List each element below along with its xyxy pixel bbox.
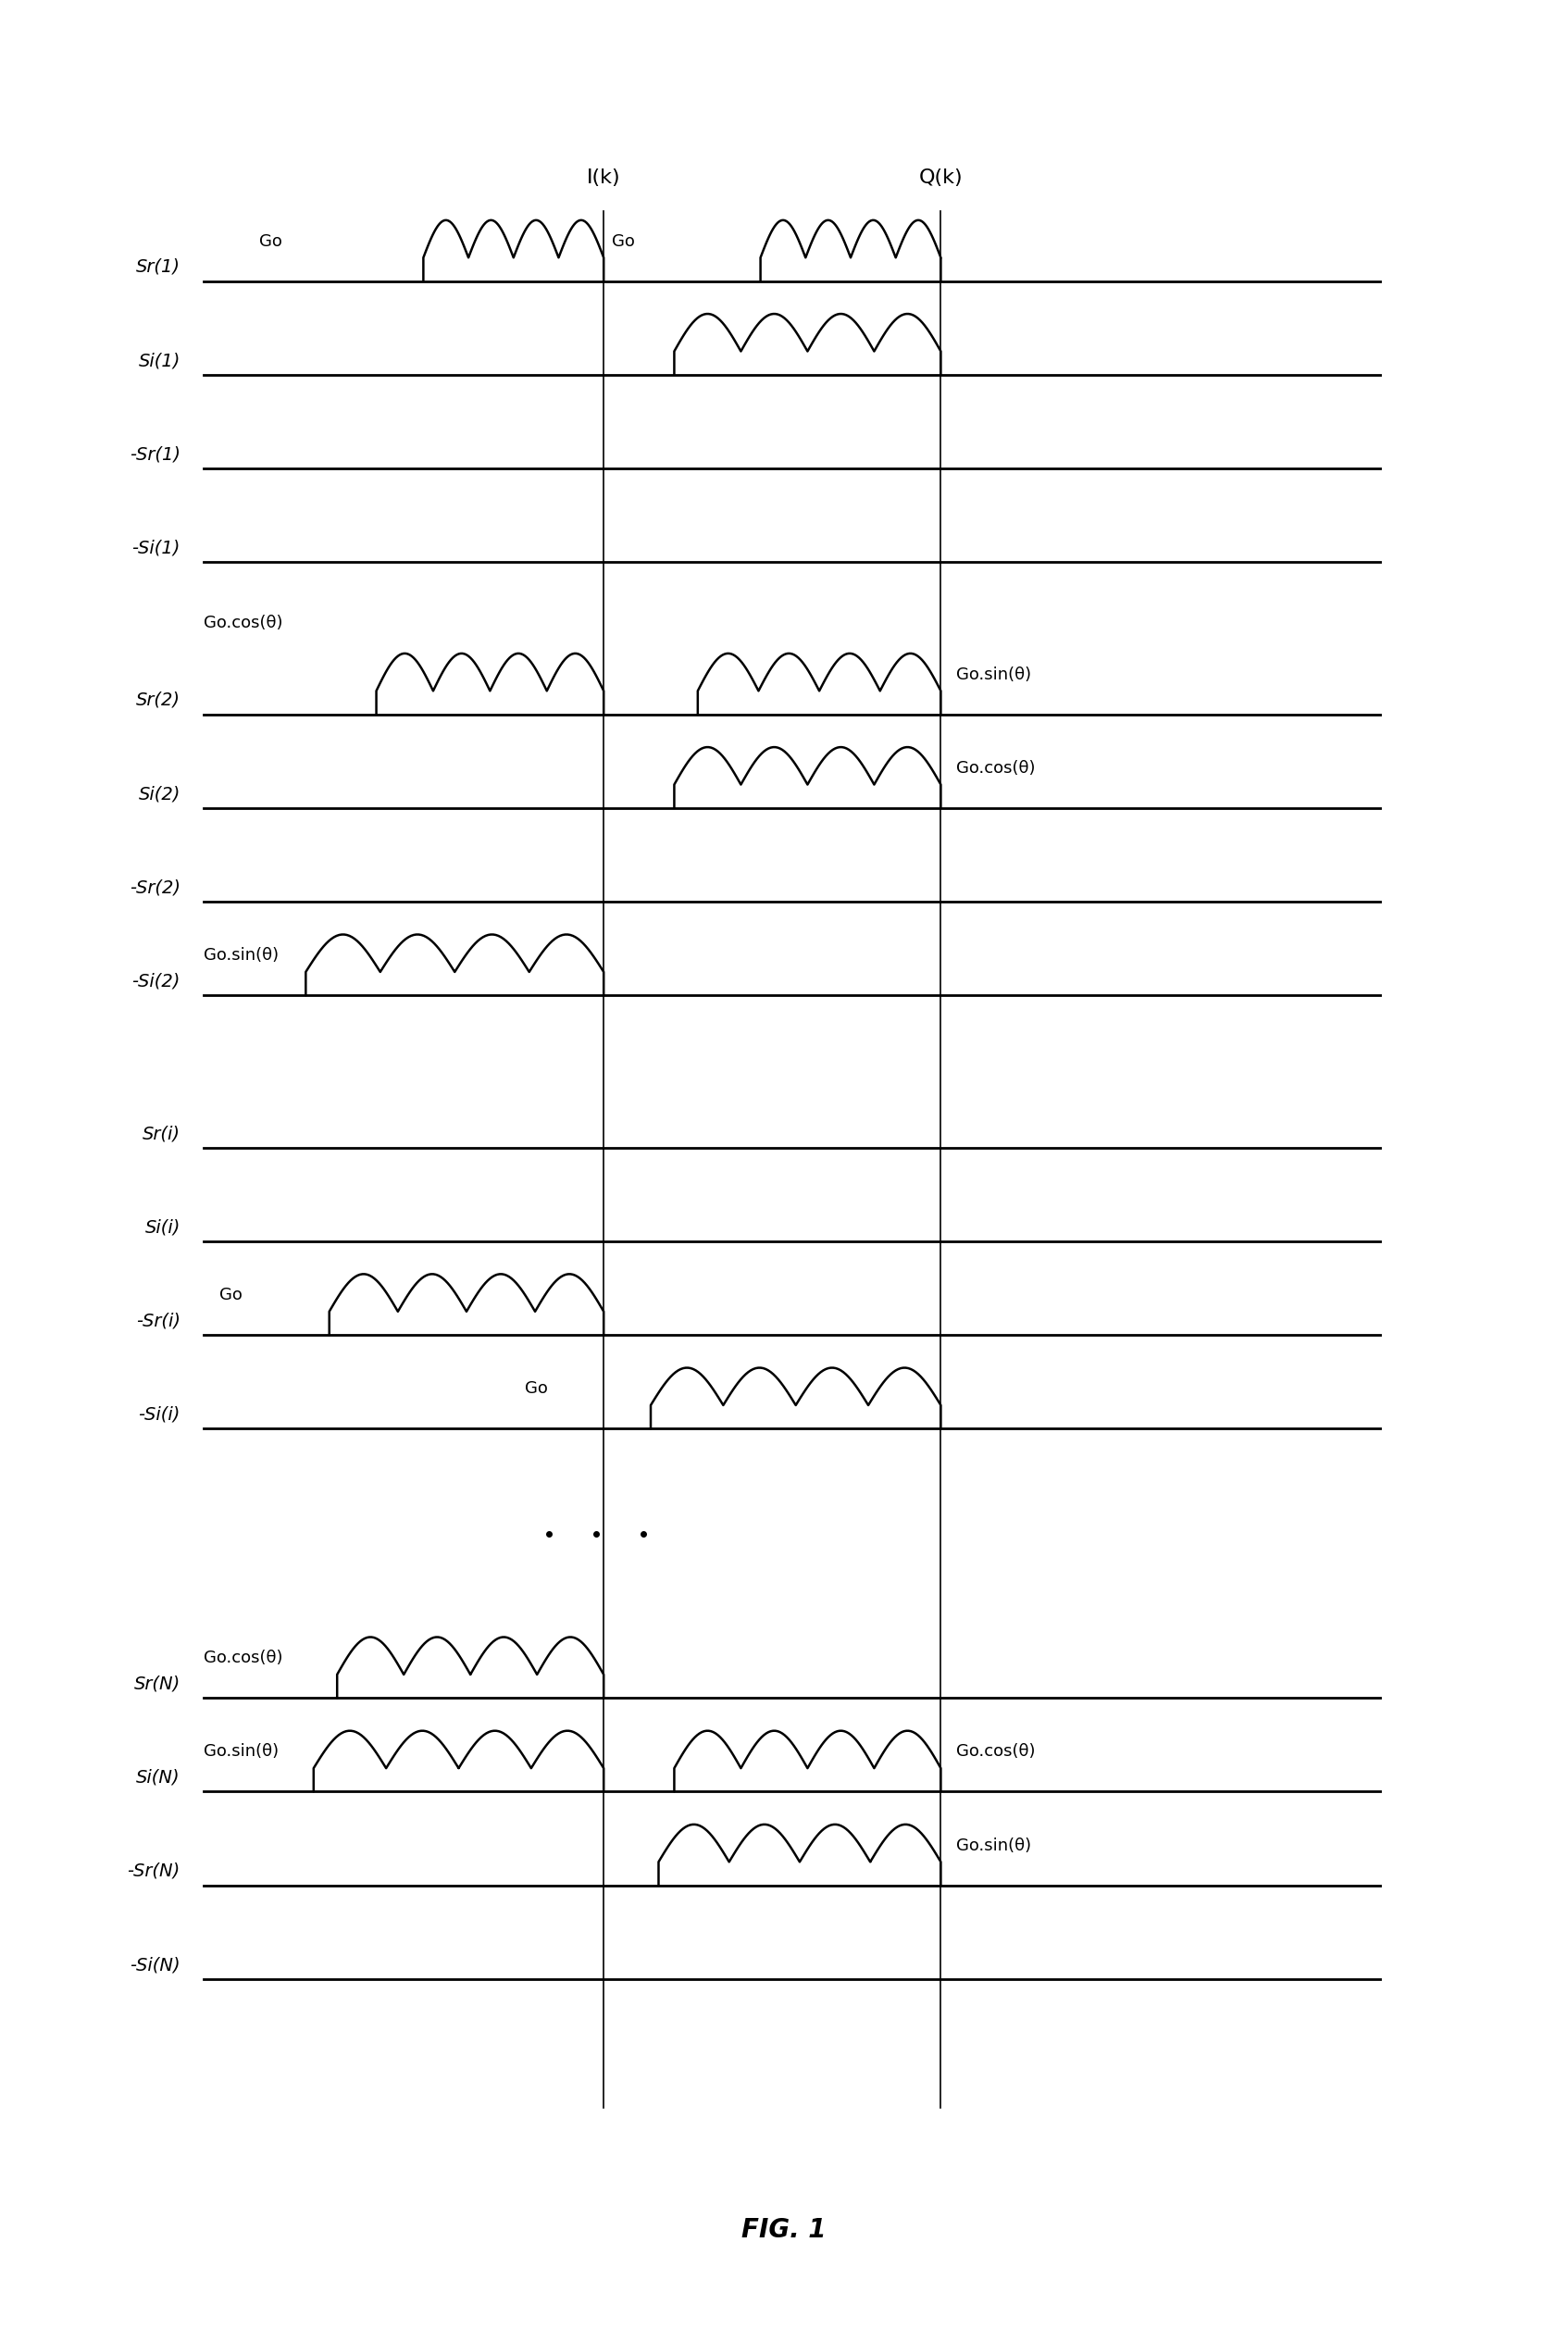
- Text: -Sr(i): -Sr(i): [136, 1312, 180, 1330]
- Text: Si(2): Si(2): [138, 785, 180, 803]
- Text: -Si(N): -Si(N): [130, 1956, 180, 1974]
- Text: -Sr(N): -Sr(N): [127, 1862, 180, 1881]
- Text: Go: Go: [220, 1286, 243, 1304]
- Text: Si(N): Si(N): [136, 1768, 180, 1787]
- Text: Sr(1): Sr(1): [136, 258, 180, 276]
- Text: -Si(2): -Si(2): [132, 972, 180, 991]
- Text: Sr(2): Sr(2): [136, 691, 180, 710]
- Text: Go.sin(θ): Go.sin(θ): [956, 665, 1032, 684]
- Text: -Sr(1): -Sr(1): [130, 445, 180, 464]
- Text: Sr(i): Sr(i): [143, 1124, 180, 1143]
- Text: Go.sin(θ): Go.sin(θ): [956, 1836, 1032, 1855]
- Text: Sr(N): Sr(N): [133, 1675, 180, 1693]
- Text: Go.cos(θ): Go.cos(θ): [956, 759, 1035, 778]
- Text: Go: Go: [259, 232, 282, 251]
- Text: Go.sin(θ): Go.sin(θ): [204, 1742, 279, 1761]
- Text: Q(k): Q(k): [919, 169, 963, 187]
- Text: Si(i): Si(i): [144, 1218, 180, 1237]
- Text: Go.cos(θ): Go.cos(θ): [204, 614, 282, 632]
- Text: I(k): I(k): [586, 169, 621, 187]
- Text: Go.sin(θ): Go.sin(θ): [204, 946, 279, 965]
- Text: Go.cos(θ): Go.cos(θ): [204, 1649, 282, 1668]
- Text: -Sr(2): -Sr(2): [130, 878, 180, 897]
- Text: FIG. 1: FIG. 1: [742, 2216, 826, 2244]
- Text: Go: Go: [525, 1379, 549, 1398]
- Text: -Si(1): -Si(1): [132, 539, 180, 557]
- Text: Si(1): Si(1): [138, 351, 180, 370]
- Text: Go: Go: [612, 232, 635, 251]
- Text: Go.cos(θ): Go.cos(θ): [956, 1742, 1035, 1761]
- Text: -Si(i): -Si(i): [138, 1405, 180, 1424]
